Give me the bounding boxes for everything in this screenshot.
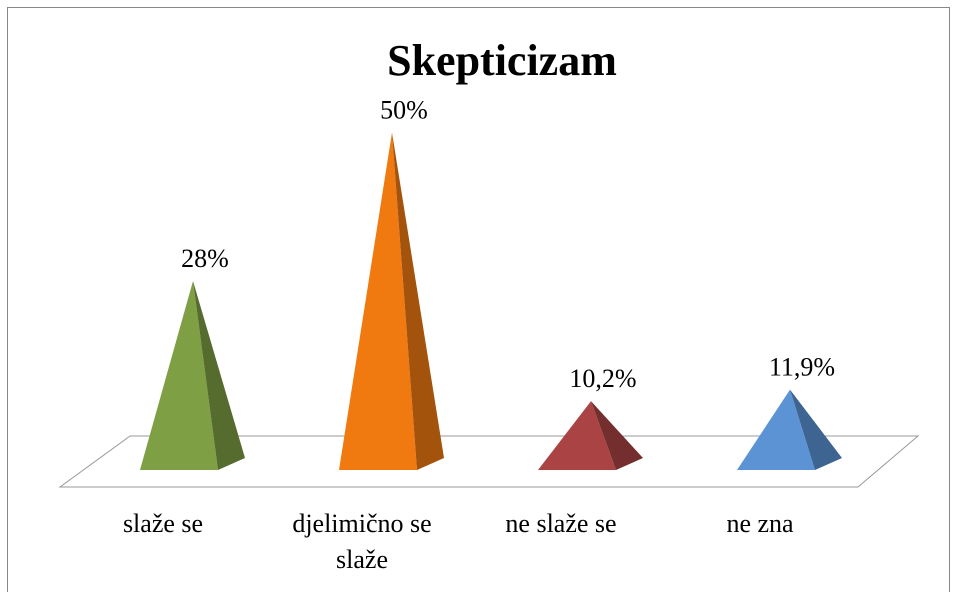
value-label: 11,9% [769, 353, 835, 382]
category-label: ne zna [726, 509, 794, 538]
pyramid-front [140, 281, 218, 470]
floor [58, 435, 920, 488]
pyramid-front [538, 401, 616, 470]
pyramid-side [591, 401, 643, 470]
pyramid [538, 401, 643, 470]
pyramid-side [193, 281, 245, 470]
pyramid-front [339, 132, 417, 470]
chart-title: Skepticizam [387, 36, 617, 85]
value-label: 50% [380, 95, 428, 124]
chart-border [7, 7, 950, 592]
pyramid [737, 389, 842, 470]
category-label: djelimično se slaže [292, 509, 432, 574]
pyramid-side [790, 389, 842, 470]
pyramid [339, 132, 444, 470]
pyramid-side [392, 132, 444, 470]
pyramid [140, 281, 245, 470]
category-label: ne slaže se [505, 509, 617, 538]
pyramid-front [737, 389, 815, 470]
value-label: 10,2% [569, 364, 636, 393]
category-label: slaže se [122, 509, 204, 538]
value-label: 28% [181, 244, 229, 273]
